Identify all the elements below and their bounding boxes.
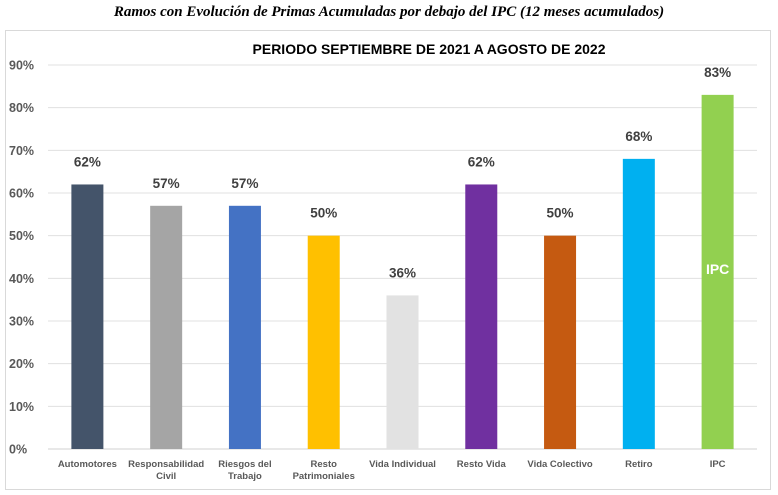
data-label: 68% <box>625 129 652 144</box>
x-tick-label: Resto Vida <box>457 459 507 470</box>
data-label: 36% <box>389 265 416 280</box>
data-labels: 62% 57% 57% 50% 36% 62% 50% 68% 83% <box>74 65 731 281</box>
bar-annotation: IPC <box>706 261 729 277</box>
y-tick-label: 50% <box>9 229 34 243</box>
y-tick-label: 20% <box>9 357 34 371</box>
data-label: 62% <box>74 154 101 169</box>
bar <box>307 235 340 449</box>
data-label: 62% <box>468 154 495 169</box>
data-label: 83% <box>704 65 731 80</box>
y-axis: 0% 10% 20% 30% 40% 50% 60% 70% 80% 90% <box>9 59 34 457</box>
bar <box>386 295 419 449</box>
bar <box>622 158 655 449</box>
bar <box>71 184 104 449</box>
x-tick-label: IPC <box>710 459 726 470</box>
x-axis: Automotores Responsabilidad Civil Riesgos d… <box>58 459 726 482</box>
page-title: Ramos con Evolución de Primas Acumuladas… <box>113 4 665 20</box>
x-tick-label: Resto Patrimoniales <box>293 459 355 482</box>
y-tick-label: 60% <box>9 187 34 201</box>
x-tick-label: Responsabilidad Civil <box>128 459 204 482</box>
x-tick-label: Vida Individual <box>369 459 436 470</box>
y-tick-label: 40% <box>9 272 34 286</box>
y-tick-label: 10% <box>9 400 34 414</box>
bar <box>465 184 498 449</box>
x-tick-label: Riesgos del Trabajo <box>218 459 271 482</box>
y-tick-label: 90% <box>9 59 34 73</box>
y-tick-label: 80% <box>9 101 34 115</box>
annotations: IPC <box>706 261 729 277</box>
data-label: 57% <box>231 176 258 191</box>
data-label: 50% <box>547 206 574 221</box>
x-tick-label: Automotores <box>58 459 117 470</box>
data-label: 50% <box>310 206 337 221</box>
chart-title: PERIODO SEPTIEMBRE DE 2021 A AGOSTO DE 2… <box>253 41 606 57</box>
y-tick-label: 70% <box>9 144 34 158</box>
x-tick-label: Vida Colectivo <box>527 459 592 470</box>
y-tick-label: 0% <box>9 443 27 457</box>
bars <box>71 94 734 449</box>
bar <box>150 205 183 449</box>
x-tick-label: Retiro <box>625 459 653 470</box>
bar <box>228 205 261 449</box>
bar <box>544 235 577 449</box>
y-tick-label: 30% <box>9 315 34 329</box>
bar <box>701 94 734 449</box>
data-label: 57% <box>153 176 180 191</box>
